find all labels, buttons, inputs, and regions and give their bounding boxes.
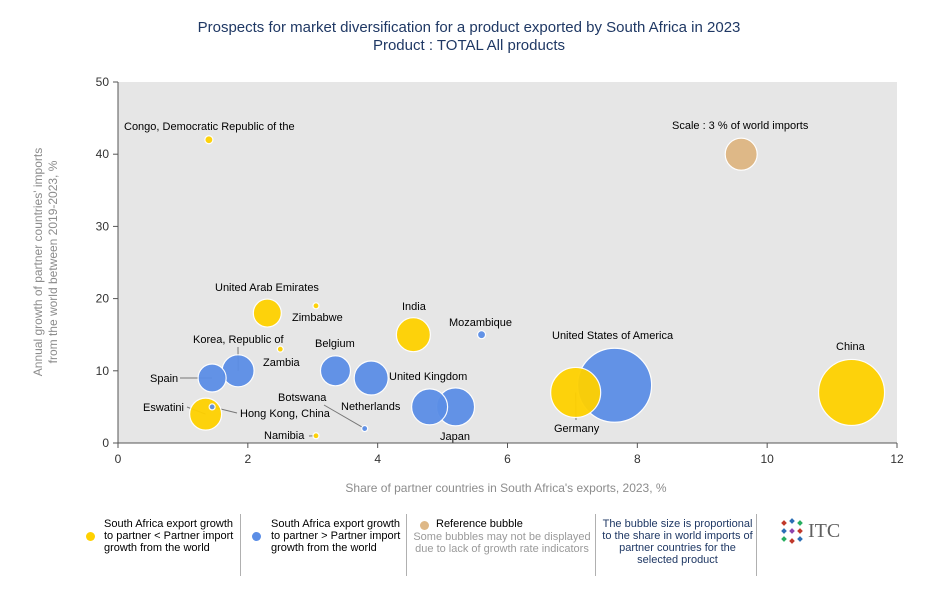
bubble-label: United States of America	[552, 330, 674, 342]
bubble	[319, 355, 352, 387]
legend-divider	[406, 514, 407, 576]
legend-reference-marker	[420, 521, 429, 530]
bubble	[395, 317, 431, 353]
legend-blue-text: South Africa export growth to partner > …	[271, 518, 401, 554]
bubble-label: Germany	[554, 423, 600, 435]
bubble-label: Spain	[150, 373, 178, 385]
bubble	[208, 403, 216, 411]
leader-line	[323, 404, 365, 429]
bubble-label: India	[402, 301, 427, 313]
y-tick-label: 10	[96, 364, 110, 378]
bubble-label: United Arab Emirates	[215, 282, 319, 294]
x-tick-label: 8	[634, 452, 641, 466]
bubble-label: United Kingdom	[389, 371, 467, 383]
legend-size-note: The bubble size is proportional to the s…	[602, 518, 753, 566]
bubble	[550, 366, 602, 419]
x-axis-label: Share of partner countries in South Afri…	[345, 481, 666, 495]
bubble-label: Namibia	[264, 430, 305, 442]
legend-reference-note: Some bubbles may not be displayed due to…	[413, 531, 591, 555]
y-tick-label: 50	[96, 75, 110, 89]
bubble-label: Hong Kong, China	[240, 408, 331, 420]
bubble	[197, 363, 227, 393]
bubble	[312, 432, 320, 440]
itc-logo-text: ITC	[808, 520, 841, 542]
reference-bubble-label: Scale : 3 % of world imports	[672, 120, 809, 132]
bubble-label: Belgium	[315, 338, 355, 350]
bubble	[189, 397, 223, 431]
legend: South Africa export growth to partner < …	[80, 512, 870, 578]
plot-area	[118, 82, 897, 443]
chart-title: Prospects for market diversification for…	[198, 19, 741, 36]
x-tick-label: 12	[890, 452, 904, 466]
legend-blue-marker	[252, 532, 261, 541]
y-tick-label: 30	[96, 219, 110, 233]
bubble	[353, 360, 389, 396]
y-tick-label: 40	[96, 147, 110, 161]
y-tick-label: 20	[96, 292, 110, 306]
bubble	[817, 358, 886, 427]
itc-logo-icon	[781, 518, 803, 544]
bubble	[276, 345, 284, 353]
legend-divider	[595, 514, 596, 576]
y-axis-label-line1: Annual growth of partner countries' impo…	[31, 148, 45, 376]
bubble	[204, 135, 214, 145]
bubble-label: Netherlands	[341, 401, 401, 413]
bubble-label: Mozambique	[449, 317, 512, 329]
bubble	[361, 424, 369, 433]
reference-bubble	[724, 137, 758, 171]
x-tick-label: 10	[760, 452, 774, 466]
bubble-label: Botswana	[278, 392, 327, 404]
x-tick-label: 4	[374, 452, 381, 466]
chart-subtitle: Product : TOTAL All products	[373, 37, 565, 54]
bubble-label: Japan	[440, 431, 470, 443]
y-axis-label-line2: from the world between 2019-2023, %	[46, 160, 60, 363]
x-tick-label: 6	[504, 452, 511, 466]
y-tick-label: 0	[102, 436, 109, 450]
bubble	[221, 354, 255, 388]
axes: 0 2 4 6 8 10 12 0 10 20 30 40 50	[96, 75, 904, 466]
bubble	[411, 388, 449, 426]
legend-reference-title: Reference bubble	[436, 518, 523, 530]
legend-yellow-text: South Africa export growth to partner < …	[104, 518, 234, 554]
bubble-label: Congo, Democratic Republic of the	[124, 121, 295, 133]
x-tick-label: 2	[244, 452, 251, 466]
legend-divider	[240, 514, 241, 576]
bubble	[476, 330, 487, 340]
bubble-label: Eswatini	[143, 402, 184, 414]
bubble-label: Zambia	[263, 357, 301, 369]
bubble	[312, 302, 320, 310]
bubbles	[189, 135, 886, 440]
bubble-labels: Congo, Democratic Republic of the United …	[124, 120, 866, 443]
bubble	[252, 298, 282, 328]
x-tick-label: 0	[115, 452, 122, 466]
legend-yellow-marker	[86, 532, 95, 541]
bubble-label: China	[836, 341, 866, 353]
bubble-label: Korea, Republic of	[193, 334, 284, 346]
legend-divider	[756, 514, 757, 576]
bubble-label: Zimbabwe	[292, 312, 343, 324]
